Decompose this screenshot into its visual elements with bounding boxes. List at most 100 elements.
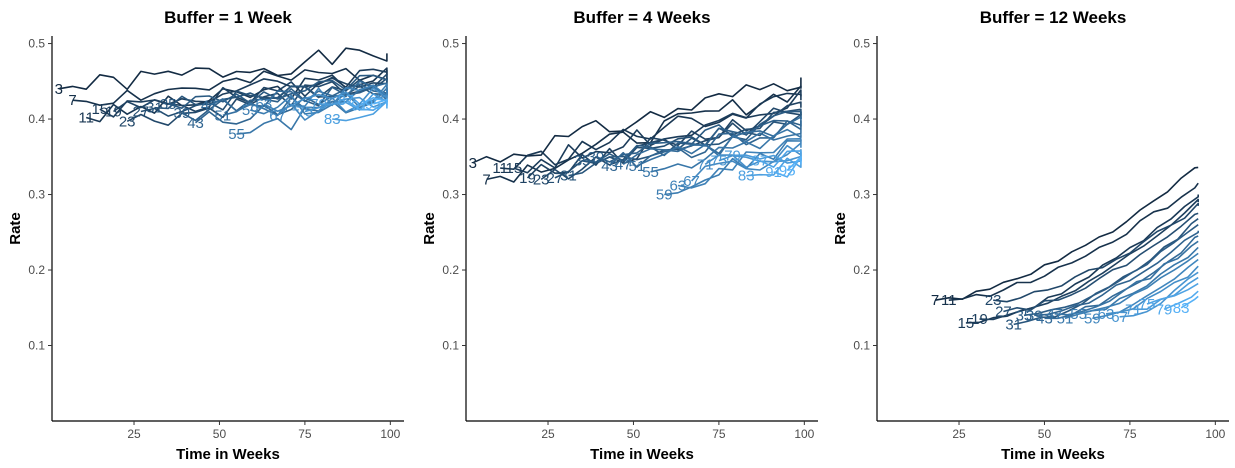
series-label-39: 39	[1026, 307, 1043, 324]
series-labels: 3711151923273135394347515559636771757983…	[55, 81, 382, 143]
series-line-7	[72, 67, 388, 106]
series-label-11: 11	[492, 160, 508, 177]
series-label-35: 35	[1016, 307, 1033, 324]
panel-title: Buffer = 1 Week	[164, 8, 292, 27]
series-line-3	[472, 77, 802, 164]
series-label-63: 63	[1098, 306, 1115, 323]
series-label-71: 71	[1125, 301, 1142, 318]
series-label-55: 55	[642, 164, 659, 181]
series-line-55	[1078, 252, 1199, 315]
series-labels: 3711151923273135394347515559636771757983…	[469, 147, 796, 203]
series-line-11	[948, 182, 1199, 301]
y-tick-label: 0.3	[853, 188, 870, 202]
series-label-59: 59	[242, 102, 259, 119]
x-tick-label: 50	[627, 427, 641, 441]
series-label-31: 31	[560, 168, 577, 185]
series-label-27: 27	[547, 170, 564, 187]
y-tick-label: 0.4	[442, 112, 459, 126]
series-line-67	[1119, 271, 1199, 318]
y-tick-label: 0.5	[853, 37, 870, 51]
series-label-79: 79	[724, 147, 741, 164]
series-label-71: 71	[283, 97, 300, 114]
series-label-7: 7	[482, 171, 490, 188]
series-label-63: 63	[670, 177, 687, 194]
series-line-39	[1034, 230, 1199, 317]
series-line-31	[568, 113, 802, 177]
y-tick-label: 0.1	[853, 339, 870, 353]
y-tick-label: 0.1	[442, 339, 459, 353]
series-label-27: 27	[995, 304, 1012, 321]
series-line-39	[595, 119, 802, 163]
series-line-3	[58, 47, 388, 91]
series-label-83: 83	[738, 168, 755, 185]
series-line-7	[934, 166, 1199, 301]
series-line-15	[99, 68, 388, 118]
series-label-55: 55	[1070, 306, 1087, 323]
series-line-59	[1092, 258, 1199, 320]
series-label-59: 59	[656, 187, 673, 204]
series-label-3: 3	[469, 155, 477, 172]
series-line-83	[746, 157, 802, 177]
y-tick-label: 0.3	[442, 188, 459, 202]
series-line-35	[582, 110, 802, 163]
series-line-95	[786, 156, 802, 171]
series-line-79	[1163, 290, 1199, 311]
series-label-47: 47	[1046, 306, 1063, 323]
series-label-11: 11	[941, 292, 957, 309]
x-axis-title: Time in Weeks	[590, 446, 694, 463]
x-tick-label: 100	[1205, 427, 1225, 441]
y-tick-label: 0.3	[28, 188, 45, 202]
y-tick-label: 0.5	[442, 37, 459, 51]
panel-3: Buffer = 12 Weeks 0.1 0.2 0.3 0.4 0.5 25 50 75 10…	[832, 8, 1229, 463]
series-group	[472, 77, 802, 196]
series-line-27	[1003, 212, 1199, 313]
series-label-39: 39	[588, 149, 605, 166]
series-group	[58, 47, 388, 135]
x-tick-label: 100	[380, 427, 400, 441]
series-line-39	[181, 86, 388, 122]
y-axis-title: Rate	[421, 212, 438, 245]
panel-title: Buffer = 12 Weeks	[980, 8, 1127, 27]
panel-title: Buffer = 4 Weeks	[573, 8, 710, 27]
series-label-79: 79	[1156, 301, 1173, 318]
series-label-11: 11	[78, 110, 94, 127]
y-tick-label: 0.2	[853, 263, 870, 277]
series-label-27: 27	[133, 103, 150, 120]
series-line-31	[154, 84, 388, 110]
series-label-71: 71	[697, 156, 714, 173]
series-label-15: 15	[506, 160, 523, 177]
series-label-51: 51	[1057, 310, 1074, 327]
series-label-31: 31	[1005, 316, 1022, 333]
series-label-87: 87	[752, 153, 769, 170]
series-label-43: 43	[1036, 310, 1053, 327]
series-label-51: 51	[215, 107, 232, 124]
series-label-75: 75	[297, 103, 314, 120]
series-label-31: 31	[146, 100, 163, 117]
y-tick-label: 0.5	[28, 37, 45, 51]
series-label-39: 39	[174, 105, 191, 122]
series-line-71	[290, 87, 388, 107]
y-tick-label: 0.4	[28, 112, 45, 126]
x-tick-label: 25	[127, 427, 141, 441]
x-tick-label: 100	[794, 427, 814, 441]
series-label-91: 91	[351, 97, 368, 114]
series-label-67: 67	[1111, 309, 1128, 326]
x-tick-label: 75	[712, 427, 726, 441]
y-tick-label: 0.1	[28, 339, 45, 353]
x-tick-label: 50	[1038, 427, 1052, 441]
series-label-47: 47	[201, 97, 218, 114]
x-tick-label: 75	[298, 427, 312, 441]
series-line-63	[677, 138, 802, 189]
series-label-35: 35	[160, 96, 177, 113]
series-label-83: 83	[324, 111, 341, 128]
series-label-63: 63	[256, 96, 273, 113]
series-label-67: 67	[683, 173, 700, 190]
x-tick-label: 25	[952, 427, 966, 441]
series-label-75: 75	[1139, 296, 1156, 313]
series-label-23: 23	[985, 292, 1002, 309]
series-label-95: 95	[779, 162, 796, 179]
x-tick-label: 25	[541, 427, 555, 441]
y-axis-title: Rate	[832, 212, 849, 245]
